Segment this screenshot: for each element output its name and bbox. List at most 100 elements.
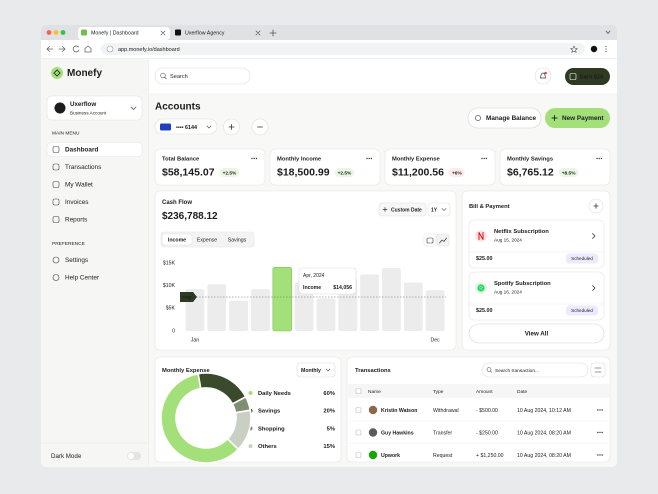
period-label: Monthly xyxy=(301,368,321,374)
chevron xyxy=(325,368,331,372)
chart-tab[interactable]: Expense xyxy=(197,237,217,243)
table-cell: Request xyxy=(433,453,453,459)
transaction-search[interactable] xyxy=(481,362,589,378)
active-chart-tab[interactable] xyxy=(161,233,193,246)
checkbox[interactable] xyxy=(355,452,362,458)
chart-tab[interactable]: Income xyxy=(168,237,186,243)
bar xyxy=(251,289,270,331)
card-value: $6,765.12 xyxy=(507,166,554,178)
y-tick-label: $15K xyxy=(163,260,176,266)
period-dropdown[interactable] xyxy=(296,362,336,378)
logo-mark xyxy=(53,69,61,77)
more-icon xyxy=(598,157,600,160)
menu-item[interactable]: Help Center xyxy=(65,275,100,282)
home-button xyxy=(84,45,92,53)
window-control[interactable] xyxy=(60,30,66,35)
bill-name: Netflix Subscription xyxy=(494,229,549,235)
checkbox[interactable] xyxy=(355,429,362,436)
card-title: Cash Flow xyxy=(162,200,192,206)
period-dropdown[interactable] xyxy=(427,202,451,217)
bar xyxy=(229,300,248,331)
forward-button xyxy=(58,46,66,52)
menu-item[interactable]: Dashboard xyxy=(65,147,98,154)
spotify-logo xyxy=(477,284,485,292)
menu-item[interactable]: Reports xyxy=(65,217,87,224)
legend-swatch xyxy=(248,444,253,449)
custom-date-button[interactable] xyxy=(378,202,427,217)
bill-name: Spotify Subscription xyxy=(494,281,551,287)
checkbox[interactable] xyxy=(355,388,362,394)
notification-button[interactable] xyxy=(534,67,552,85)
window-control[interactable] xyxy=(53,30,59,35)
menu-icon xyxy=(52,198,60,206)
more-icon xyxy=(253,157,255,160)
tooltip xyxy=(298,267,357,295)
tab-title[interactable]: Monefy | Dashboard xyxy=(91,30,139,36)
filter-icon xyxy=(594,367,602,373)
filter-button[interactable] xyxy=(590,362,606,378)
legend-value: 60% xyxy=(323,391,335,397)
menu-item[interactable]: Invoices xyxy=(65,199,88,206)
more-icon xyxy=(481,157,483,160)
window-control[interactable] xyxy=(46,30,52,35)
chart-type-button[interactable] xyxy=(436,233,450,247)
menu-item[interactable]: Settings xyxy=(65,257,88,264)
tab-title[interactable]: Uxerflow Agency xyxy=(185,30,225,36)
change-value: +2.5% xyxy=(338,170,352,176)
button-label: New Payment xyxy=(562,115,604,122)
legend-label: Others xyxy=(258,444,277,450)
status-badge xyxy=(566,253,598,264)
bar xyxy=(382,267,401,331)
more-icon xyxy=(596,157,598,160)
card-label: Total Balance xyxy=(162,157,200,163)
change-badge xyxy=(219,168,240,177)
new-payment-button[interactable] xyxy=(545,108,610,128)
search-box[interactable] xyxy=(154,67,251,85)
plus-icon xyxy=(593,203,599,209)
view-all-button[interactable] xyxy=(468,323,605,344)
column-header: Date xyxy=(517,389,527,395)
netflix-logo xyxy=(478,232,484,240)
card-value: $11,200.56 xyxy=(392,166,444,178)
earn-button[interactable] xyxy=(565,68,610,85)
checkbox[interactable] xyxy=(355,407,362,413)
card-title: Bill & Payment xyxy=(469,204,510,210)
bar xyxy=(207,284,227,331)
tab-icon xyxy=(175,29,181,36)
card-selector[interactable] xyxy=(154,118,218,135)
manage-balance-button[interactable] xyxy=(467,107,542,129)
card-value: $58,145.07 xyxy=(162,166,215,178)
table-cell: - $500.00 xyxy=(476,408,498,414)
legend-label: Daily Needs xyxy=(258,391,291,397)
card-number: •••• 6144 xyxy=(176,125,197,131)
chart-tab[interactable]: Savings xyxy=(228,237,247,243)
chart-type-button[interactable] xyxy=(423,233,437,247)
plus-icon xyxy=(382,207,388,212)
profile-icon xyxy=(590,45,598,53)
button-label: View All xyxy=(525,331,549,338)
active-menu-item[interactable] xyxy=(46,142,143,157)
card-label: Monthly Savings xyxy=(507,157,553,163)
more-icon xyxy=(599,409,601,411)
settings-icon xyxy=(475,115,481,121)
cash-flow-total: $236,788.12 xyxy=(162,211,218,222)
status-badge xyxy=(566,305,598,316)
tooltip-label: Income xyxy=(303,285,321,291)
bill-amount: $25.00 xyxy=(476,308,493,314)
column-header: Name xyxy=(368,389,381,395)
account-switcher[interactable] xyxy=(46,95,143,121)
menu-icon xyxy=(52,181,60,188)
legend-value: 20% xyxy=(323,409,335,415)
card-label: Monthly Expense xyxy=(392,157,440,163)
menu-item[interactable]: Transactions xyxy=(65,164,101,171)
address-bar[interactable] xyxy=(101,43,585,55)
table-cell: Withdrawal xyxy=(433,408,459,414)
search-icon xyxy=(490,370,493,373)
search-placeholder: Search xyxy=(170,74,188,80)
menu-item[interactable]: My Wallet xyxy=(65,182,93,189)
bar xyxy=(272,266,292,332)
active-tab[interactable] xyxy=(78,27,170,40)
change-value: +2.5% xyxy=(223,170,237,176)
change-value: +8.5% xyxy=(562,170,576,176)
logo xyxy=(51,67,63,79)
